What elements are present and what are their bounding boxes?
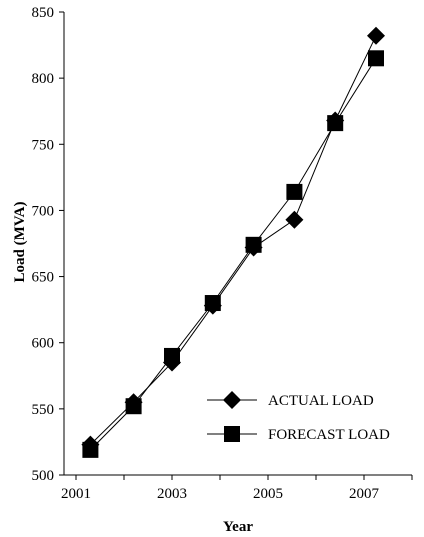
legend-square-marker: [224, 426, 240, 442]
y-axis-ticks: 500 550 600 650 700 750 800 850: [32, 5, 64, 484]
forecast-load-point: [368, 50, 384, 67]
y-axis-title: Load (MVA): [12, 202, 28, 283]
y-tick-label: 600: [32, 336, 55, 352]
forecast-load-point: [125, 398, 142, 415]
forecast-load-point: [82, 441, 99, 458]
y-tick-label: 650: [32, 270, 55, 286]
x-axis-title: Year: [223, 519, 253, 535]
forecast-load-point: [164, 347, 180, 364]
legend: ACTUAL LOAD FORECAST LOAD: [207, 391, 390, 443]
forecast-load-point: [286, 183, 303, 200]
legend-label: ACTUAL LOAD: [268, 393, 374, 409]
x-tick-label: 2005: [253, 486, 283, 502]
forecast-load-point: [245, 236, 262, 253]
series-markers: [81, 26, 385, 458]
y-tick-label: 550: [32, 402, 55, 418]
y-tick-label: 700: [32, 203, 55, 219]
x-axis-ticks: 2001 2003 2005 2007: [61, 475, 413, 502]
y-tick-label: 850: [32, 5, 55, 21]
x-tick-label: 2003: [157, 486, 187, 502]
y-tick-label: 800: [32, 71, 55, 87]
actual-load-point: [285, 210, 304, 229]
y-tick-label: 500: [32, 468, 55, 484]
forecast-load-point: [327, 115, 344, 132]
forecast-load-point: [204, 295, 221, 312]
actual-load-point: [367, 26, 385, 45]
series-lines: [90, 35, 377, 451]
x-tick-label: 2007: [349, 486, 380, 502]
legend-label: FORECAST LOAD: [268, 427, 390, 443]
chart-axes: [63, 12, 412, 476]
series-line-2: [90, 58, 377, 451]
y-tick-label: 750: [32, 137, 55, 153]
legend-diamond-marker: [223, 391, 241, 409]
x-tick-label: 2001: [61, 486, 91, 502]
series-line-1: [90, 35, 377, 445]
